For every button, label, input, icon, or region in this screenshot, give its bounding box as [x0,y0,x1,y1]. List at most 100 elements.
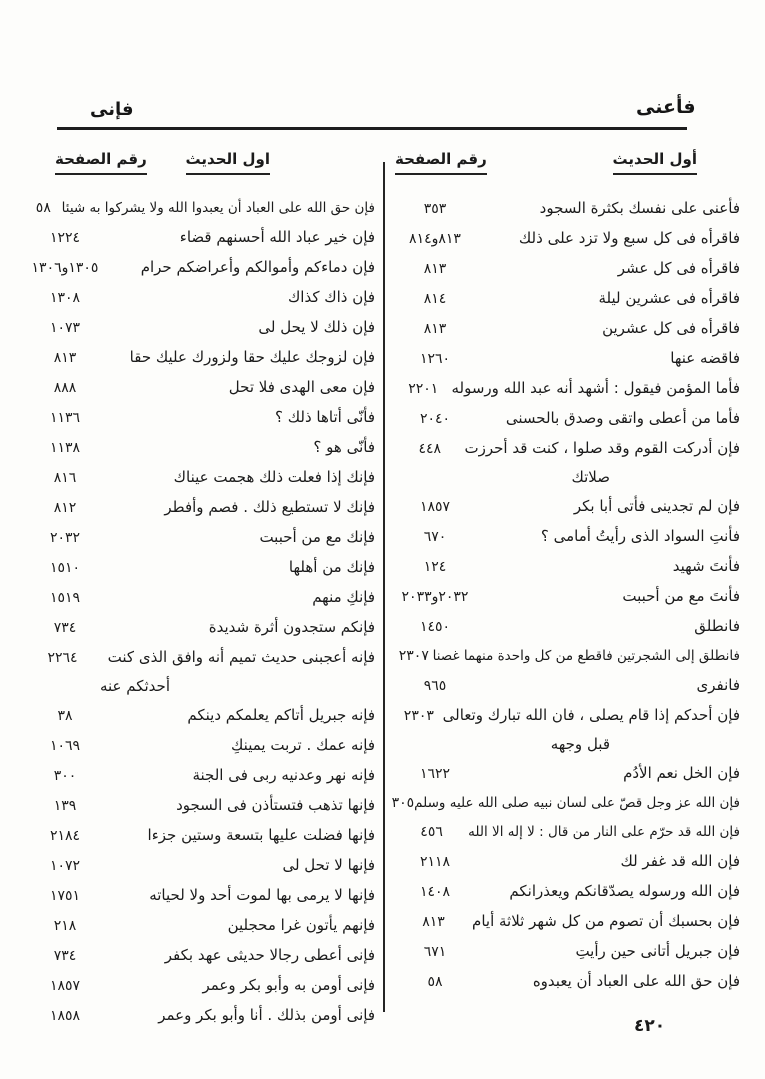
page-ref: ٨١٦ [53,470,77,486]
page-ref: ١٨٥٧ [419,499,451,515]
folio-page-number: ٤٢٠ [634,1016,666,1036]
index-entry: فاقرأه فى عشرين ليلة ٨١٤ [395,284,740,314]
page-ref: ٦٧١ [423,944,447,960]
index-entry: فإنك مع من أحببت ٢٠٣٢ [25,523,375,553]
page-ref: ١٠٧٢ [49,858,81,874]
page-ref: ٣٠٥ [391,795,415,811]
index-entry: فأنّى أتاها ذلك ؟ ١١٣٦ [25,403,375,433]
hadith-text: فإنهم يأتون غرا محجلين [227,916,375,934]
hadith-text: فإنك من أهلها [288,558,375,576]
hadith-text: فإنكِ منهم [312,588,375,606]
hadith-text: فاقرأه فى كل عشرين [602,319,740,337]
hadith-text: فإنى أعطى رجالا حديثى عهد بكفر [164,946,375,964]
running-head-left: فإنى [90,99,134,120]
hadith-text: فإنه أعجبنى حديث تميم أنه وافق الذى كنت أ… [100,643,375,701]
page-ref: ٢١٨٤ [49,828,81,844]
page-ref: ٢٠٣٢و٢٠٣٣ [401,589,469,605]
page-ref: ٣٥٣ [423,201,447,217]
page-ref: ٣٠٠ [53,768,77,784]
hadith-text: فإنه نهر وعدنيه ربى فى الجنة [192,766,375,784]
page-ref: ٢٠٣٢ [49,530,81,546]
index-entry: فاقضه عنها ١٢٦٠ [395,344,740,374]
page-ref: ٨٨٨ [53,380,77,396]
page-number-column-header: رقم الصفحة [395,150,487,175]
page-number-column-header: رقم الصفحة [55,150,147,175]
page-ref: ١٣٠٨ [49,290,81,306]
hadith-text: فإن الله ورسوله يصدّقانكم ويعذرانكم [509,882,740,900]
index-entry: فإن الله عز وجل قصّ على لسان نبيه صلى ال… [391,789,740,818]
column-right-entries: فأعنى على نفسك بكثرة السجود ٣٥٣ فاقرأه فى … [391,194,740,997]
index-entry: فإنى أومن به وأبو بكر وعمر ١٨٥٧ [25,971,375,1001]
index-entry: فإن أدركت القوم وقد صلوا ، كنت قد أحرزت ص… [395,434,740,492]
hadith-text: فإنها لا تحل لى [282,856,375,874]
page-ref: ٤٥٦ [420,824,443,840]
hadith-text: فإن معى الهدى فلا تحل [228,378,375,396]
page-ref: ١٥١٩ [49,590,81,606]
hadith-text: فإن أدركت القوم وقد صلوا ، كنت قد أحرزت ص… [465,434,741,492]
top-rule [57,127,687,130]
hadith-text-continuation: قبل وجهه [550,735,610,753]
index-entry: فأنتَ شهيد ١٢٤ [395,552,740,582]
column-left-header: اول الحديث رقم الصفحة [25,150,375,194]
hadith-text: فإن بحسبك أن تصوم من كل شهر ثلاثة أيام [472,912,740,930]
page-ref: ١٤٥٠ [419,619,451,635]
hadith-text-continuation: أحدثكم عنه [99,677,170,695]
index-entry: فإنه أعجبنى حديث تميم أنه وافق الذى كنت أ… [25,643,375,701]
page-ref: ٢٢٠١ [408,381,439,397]
index-entry: فإنه نهر وعدنيه ربى فى الجنة ٣٠٠ [25,761,375,791]
page-ref: ٥٨ [35,200,51,216]
hadith-column-header: اول الحديث [185,150,270,175]
page-ref: ٨١٣و٨١٤ [409,231,461,247]
page-ref: ٥٨ [427,974,443,990]
hadith-text: فإنى أومن بذلك . أنا وأبو بكر وعمر [158,1006,375,1024]
index-entry: فأعنى على نفسك بكثرة السجود ٣٥٣ [395,194,740,224]
hadith-text: فانطلق [694,617,740,635]
page-ref: ١٦٢٢ [419,766,451,782]
page-ref: ٨١٣ [423,261,447,277]
hadith-text: فأنّى هو ؟ [313,438,375,456]
page-ref: ١٥١٠ [49,560,81,576]
page-ref: ١٣٩ [53,798,77,814]
index-entry: فإنى أومن بذلك . أنا وأبو بكر وعمر ١٨٥٨ [25,1001,375,1031]
hadith-text: فإن ذلك لا يحل لى [258,318,375,336]
index-columns: أول الحديث رقم الصفحة فأعنى على نفسك بكث… [25,150,740,1031]
column-divider [383,162,385,1012]
index-entry: فإن ذاك كذاك ١٣٠٨ [25,283,375,313]
index-entry: فإن الله ورسوله يصدّقانكم ويعذرانكم ١٤٠٨ [395,877,740,907]
hadith-text: فاقضه عنها [670,349,740,367]
hadith-text: فاقرأه فى عشرين ليلة [598,289,741,307]
index-entry: فإن الله قد حرّم على النار من قال : لا إ… [395,818,740,847]
hadith-text: فإن حق الله على العباد أن يعبدوه [532,972,740,990]
page-ref: ٢٣٠٧ [398,648,429,664]
index-entry: فانطلق إلى الشجرتين فاقطع من كل واحدة من… [395,642,740,671]
hadith-text: فإن الله قد غفر لك [620,852,740,870]
page-ref: ٢٠٤٠ [419,411,451,427]
page-ref: ٧٣٤ [53,948,77,964]
running-head-right: فأعنى [636,96,696,118]
index-entry: فإنها تذهب فتستأذن فى السجود ١٣٩ [25,791,375,821]
index-entry: فإنه جبريل أتاكم يعلمكم دينكم ٣٨ [25,701,375,731]
column-right-header: أول الحديث رقم الصفحة [395,150,740,194]
page-ref: ٦٧٠ [423,529,447,545]
hadith-text: فإنك إذا فعلت ذلك هجمت عيناك [173,468,375,486]
index-entry: فإنه عمك . تربت يمينكِ ١٠٦٩ [25,731,375,761]
page-ref: ١٠٧٣ [49,320,81,336]
hadith-text: فاقرأه فى كل عشر [617,259,740,277]
hadith-text: فإن أحدكم إذا قام يصلى ، فان الله تبارك … [443,701,740,759]
index-entry: فأنتِ السواد الذى رأيتُ أمامى ؟ ٦٧٠ [395,522,740,552]
hadith-text: فانطلق إلى الشجرتين فاقطع من كل واحدة من… [432,648,740,664]
page-ref: ١٣٠٥و١٣٠٦ [31,260,99,276]
page-ref: ٢١٨ [53,918,77,934]
index-entry: فانطلق ١٤٥٠ [395,612,740,642]
index-entry: فإنكِ منهم ١٥١٩ [25,583,375,613]
hadith-text: فأنتَ شهيد [672,557,740,575]
index-entry: فأما من أعطى واتقى وصدق بالحسنى ٢٠٤٠ [395,404,740,434]
index-entry: فاقرأه فى كل سبع ولا تزد على ذلك ٨١٣و٨١٤ [395,224,740,254]
hadith-text: فإنكم ستجدون أثرة شديدة [208,618,375,636]
index-entry: فأنّى هو ؟ ١١٣٨ [25,433,375,463]
index-entry: فإن لم تجدينى فأتى أبا بكر ١٨٥٧ [395,492,740,522]
page-ref: ١٢٤ [423,559,447,575]
index-entry: فإنهم يأتون غرا محجلين ٢١٨ [25,911,375,941]
page-ref: ٨١٣ [422,914,445,930]
